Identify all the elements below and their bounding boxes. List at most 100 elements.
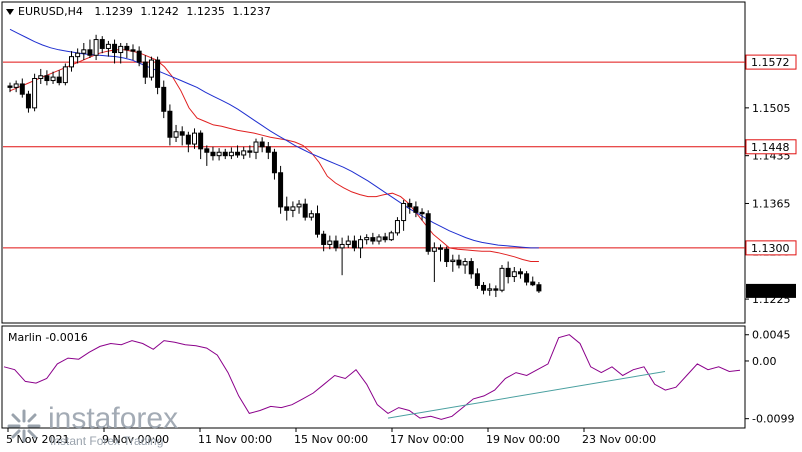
candle-body <box>401 202 407 222</box>
price-level-box <box>745 240 797 256</box>
candle-body <box>419 211 425 215</box>
candle-body <box>339 243 345 249</box>
candle-body <box>210 151 216 157</box>
candle-body <box>93 39 99 56</box>
candle-body <box>19 83 25 95</box>
candle-body <box>216 151 222 157</box>
candle-body <box>327 240 333 245</box>
candle-body <box>259 141 265 148</box>
candle-body <box>204 148 210 153</box>
watermark: instaforex Instant Forex Trading <box>6 404 178 448</box>
candle-body <box>450 259 456 263</box>
instaforex-logo-icon <box>7 409 41 443</box>
candle-body <box>173 131 179 138</box>
candle-body <box>290 206 296 211</box>
low-value: 1.1235 <box>186 5 225 18</box>
candle-body <box>99 39 105 49</box>
candle-body <box>499 267 505 291</box>
candle-body <box>511 271 517 278</box>
candle-body <box>105 43 111 49</box>
price-level-box <box>745 139 797 155</box>
candle-body <box>271 151 277 174</box>
watermark-brand: instaforex <box>48 402 179 435</box>
candle-body <box>481 284 487 291</box>
candle-body <box>302 203 308 218</box>
candle-body <box>321 233 327 245</box>
candle-body <box>296 203 302 208</box>
indicator-tick-label: -0.0099 <box>752 413 794 426</box>
candle-body <box>278 172 284 208</box>
time-tick-label: 19 Nov 00:00 <box>486 433 560 446</box>
candle-body <box>179 131 185 136</box>
candle-body <box>112 43 118 54</box>
candle-body <box>382 236 388 241</box>
candle-body <box>265 146 271 153</box>
main-chart-frame <box>1 1 746 324</box>
candle-body <box>524 273 530 283</box>
candle-body <box>358 239 364 249</box>
close-value: 1.1237 <box>232 5 271 18</box>
candle-body <box>351 240 357 249</box>
candle-body <box>228 151 234 157</box>
candle-body <box>69 56 74 68</box>
time-tick-label: 5 Nov 2021 <box>6 433 69 446</box>
current-price-label: 1.1237 <box>751 285 790 298</box>
candle-body <box>241 150 247 156</box>
open-value: 1.1239 <box>94 5 133 18</box>
oscillator-trendline <box>387 370 666 419</box>
candle-body <box>62 66 68 84</box>
candle-body <box>38 75 44 79</box>
price-tick-label: 1.1365 <box>752 197 791 210</box>
candle-body <box>315 213 320 235</box>
candle-body <box>388 232 394 241</box>
time-axis: 5 Nov 2021 9 Nov 00:00 11 Nov 00:00 15 Nov … <box>6 428 656 446</box>
candle-body <box>81 49 87 54</box>
candle-body <box>444 248 450 263</box>
candle-body <box>394 220 400 234</box>
candle-body <box>376 236 382 242</box>
watermark-tagline: Instant Forex Trading <box>50 434 164 448</box>
candle-body <box>192 132 197 145</box>
candle-body <box>7 85 13 88</box>
candle-body <box>345 240 351 245</box>
candle-body <box>235 151 241 156</box>
candle-body <box>13 83 19 88</box>
candle-body <box>25 93 31 109</box>
candle-body <box>155 59 161 88</box>
chart-menu-arrow-icon[interactable] <box>6 9 14 15</box>
candle-body <box>468 261 474 275</box>
oscillator-plot <box>3 334 741 420</box>
indicator-tick-label: 0.0045 <box>752 329 791 342</box>
current-price-box <box>746 283 796 298</box>
time-tick-label: 15 Nov 00:00 <box>294 433 368 446</box>
candle-body <box>148 59 154 78</box>
horizontal-levels <box>3 61 745 249</box>
candle-body <box>253 141 259 153</box>
candle-body <box>370 237 376 242</box>
price-level-label: 1.1300 <box>751 242 790 255</box>
candle-body <box>438 247 443 250</box>
candle-body <box>124 45 130 51</box>
candle-body <box>247 150 253 153</box>
candle-body <box>333 240 339 249</box>
candle-body <box>198 132 204 150</box>
candle-body <box>118 45 124 54</box>
candle-body <box>505 267 511 278</box>
price-level-label: 1.1572 <box>751 56 790 69</box>
candle-body <box>130 49 136 52</box>
candle-body <box>413 206 419 213</box>
candle-body <box>425 213 431 252</box>
time-tick-label: 17 Nov 00:00 <box>390 433 464 446</box>
time-tick-label: 23 Nov 00:00 <box>582 433 656 446</box>
candle-body <box>536 284 542 292</box>
candle-body <box>32 77 38 109</box>
candle-body <box>487 288 493 291</box>
candle-body <box>87 49 93 56</box>
time-tick-label: 9 Nov 00:00 <box>102 433 169 446</box>
candle-body <box>407 202 413 208</box>
price-level-label: 1.1448 <box>751 141 790 154</box>
candle-body <box>56 76 62 84</box>
indicator-axis: 0.0045 0.00 -0.0099 <box>745 329 794 426</box>
symbol-label: EURUSD,H4 <box>18 5 83 18</box>
price-axis: 1.12251.12951.13651.14351.15051.15721.15… <box>745 54 797 306</box>
